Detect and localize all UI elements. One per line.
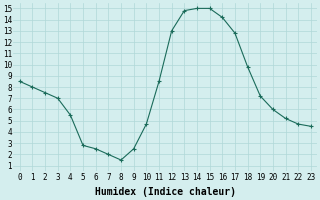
X-axis label: Humidex (Indice chaleur): Humidex (Indice chaleur) xyxy=(95,187,236,197)
